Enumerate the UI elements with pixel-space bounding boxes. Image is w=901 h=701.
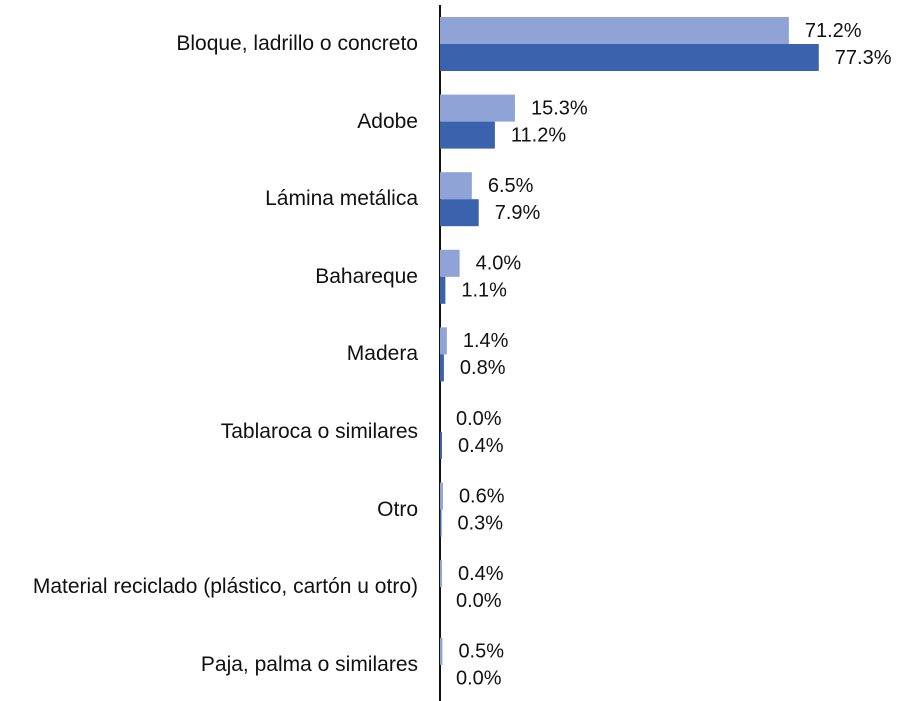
bar — [440, 276, 446, 304]
bar — [440, 560, 442, 588]
data-label: 0.0% — [456, 408, 502, 430]
data-label: 1.4% — [463, 330, 509, 352]
bar — [440, 172, 472, 200]
data-label: 0.0% — [456, 668, 502, 690]
data-label: 15.3% — [531, 97, 588, 119]
bar — [440, 482, 443, 510]
data-label: 71.2% — [805, 20, 862, 42]
bar — [440, 199, 479, 227]
category-label: Lámina metálica — [265, 187, 418, 211]
bar — [440, 249, 460, 277]
bar — [440, 637, 443, 665]
data-label: 1.1% — [461, 280, 507, 302]
data-label: 0.5% — [458, 641, 504, 663]
category-label: Paja, palma o similares — [200, 652, 418, 676]
bar — [440, 94, 515, 122]
data-label: 0.6% — [459, 485, 505, 507]
bar — [440, 432, 442, 459]
bar — [440, 17, 789, 44]
bar — [440, 354, 444, 382]
category-label: Bloque, ladrillo o concreto — [176, 32, 418, 55]
category-label: Tablaroca o similares — [220, 420, 418, 443]
data-label: 11.2% — [511, 124, 566, 146]
bar — [440, 44, 819, 71]
category-label: Madera — [346, 342, 418, 366]
category-label: Material reciclado (plástico, cartón u o… — [32, 575, 418, 599]
data-label: 6.5% — [488, 175, 534, 197]
data-label: 0.3% — [457, 512, 503, 534]
data-label: 4.0% — [476, 253, 522, 275]
data-label: 77.3% — [835, 47, 892, 69]
category-label: Bahareque — [315, 264, 418, 288]
data-label: 0.4% — [458, 563, 504, 585]
bar — [440, 509, 442, 537]
data-label: 0.0% — [456, 590, 502, 612]
data-label: 7.9% — [495, 202, 541, 224]
bar — [440, 121, 495, 149]
category-label: Otro — [377, 497, 418, 521]
data-label: 0.4% — [458, 435, 504, 457]
bar — [440, 327, 447, 355]
data-label: 0.8% — [460, 357, 506, 379]
category-label: Adobe — [357, 109, 418, 133]
